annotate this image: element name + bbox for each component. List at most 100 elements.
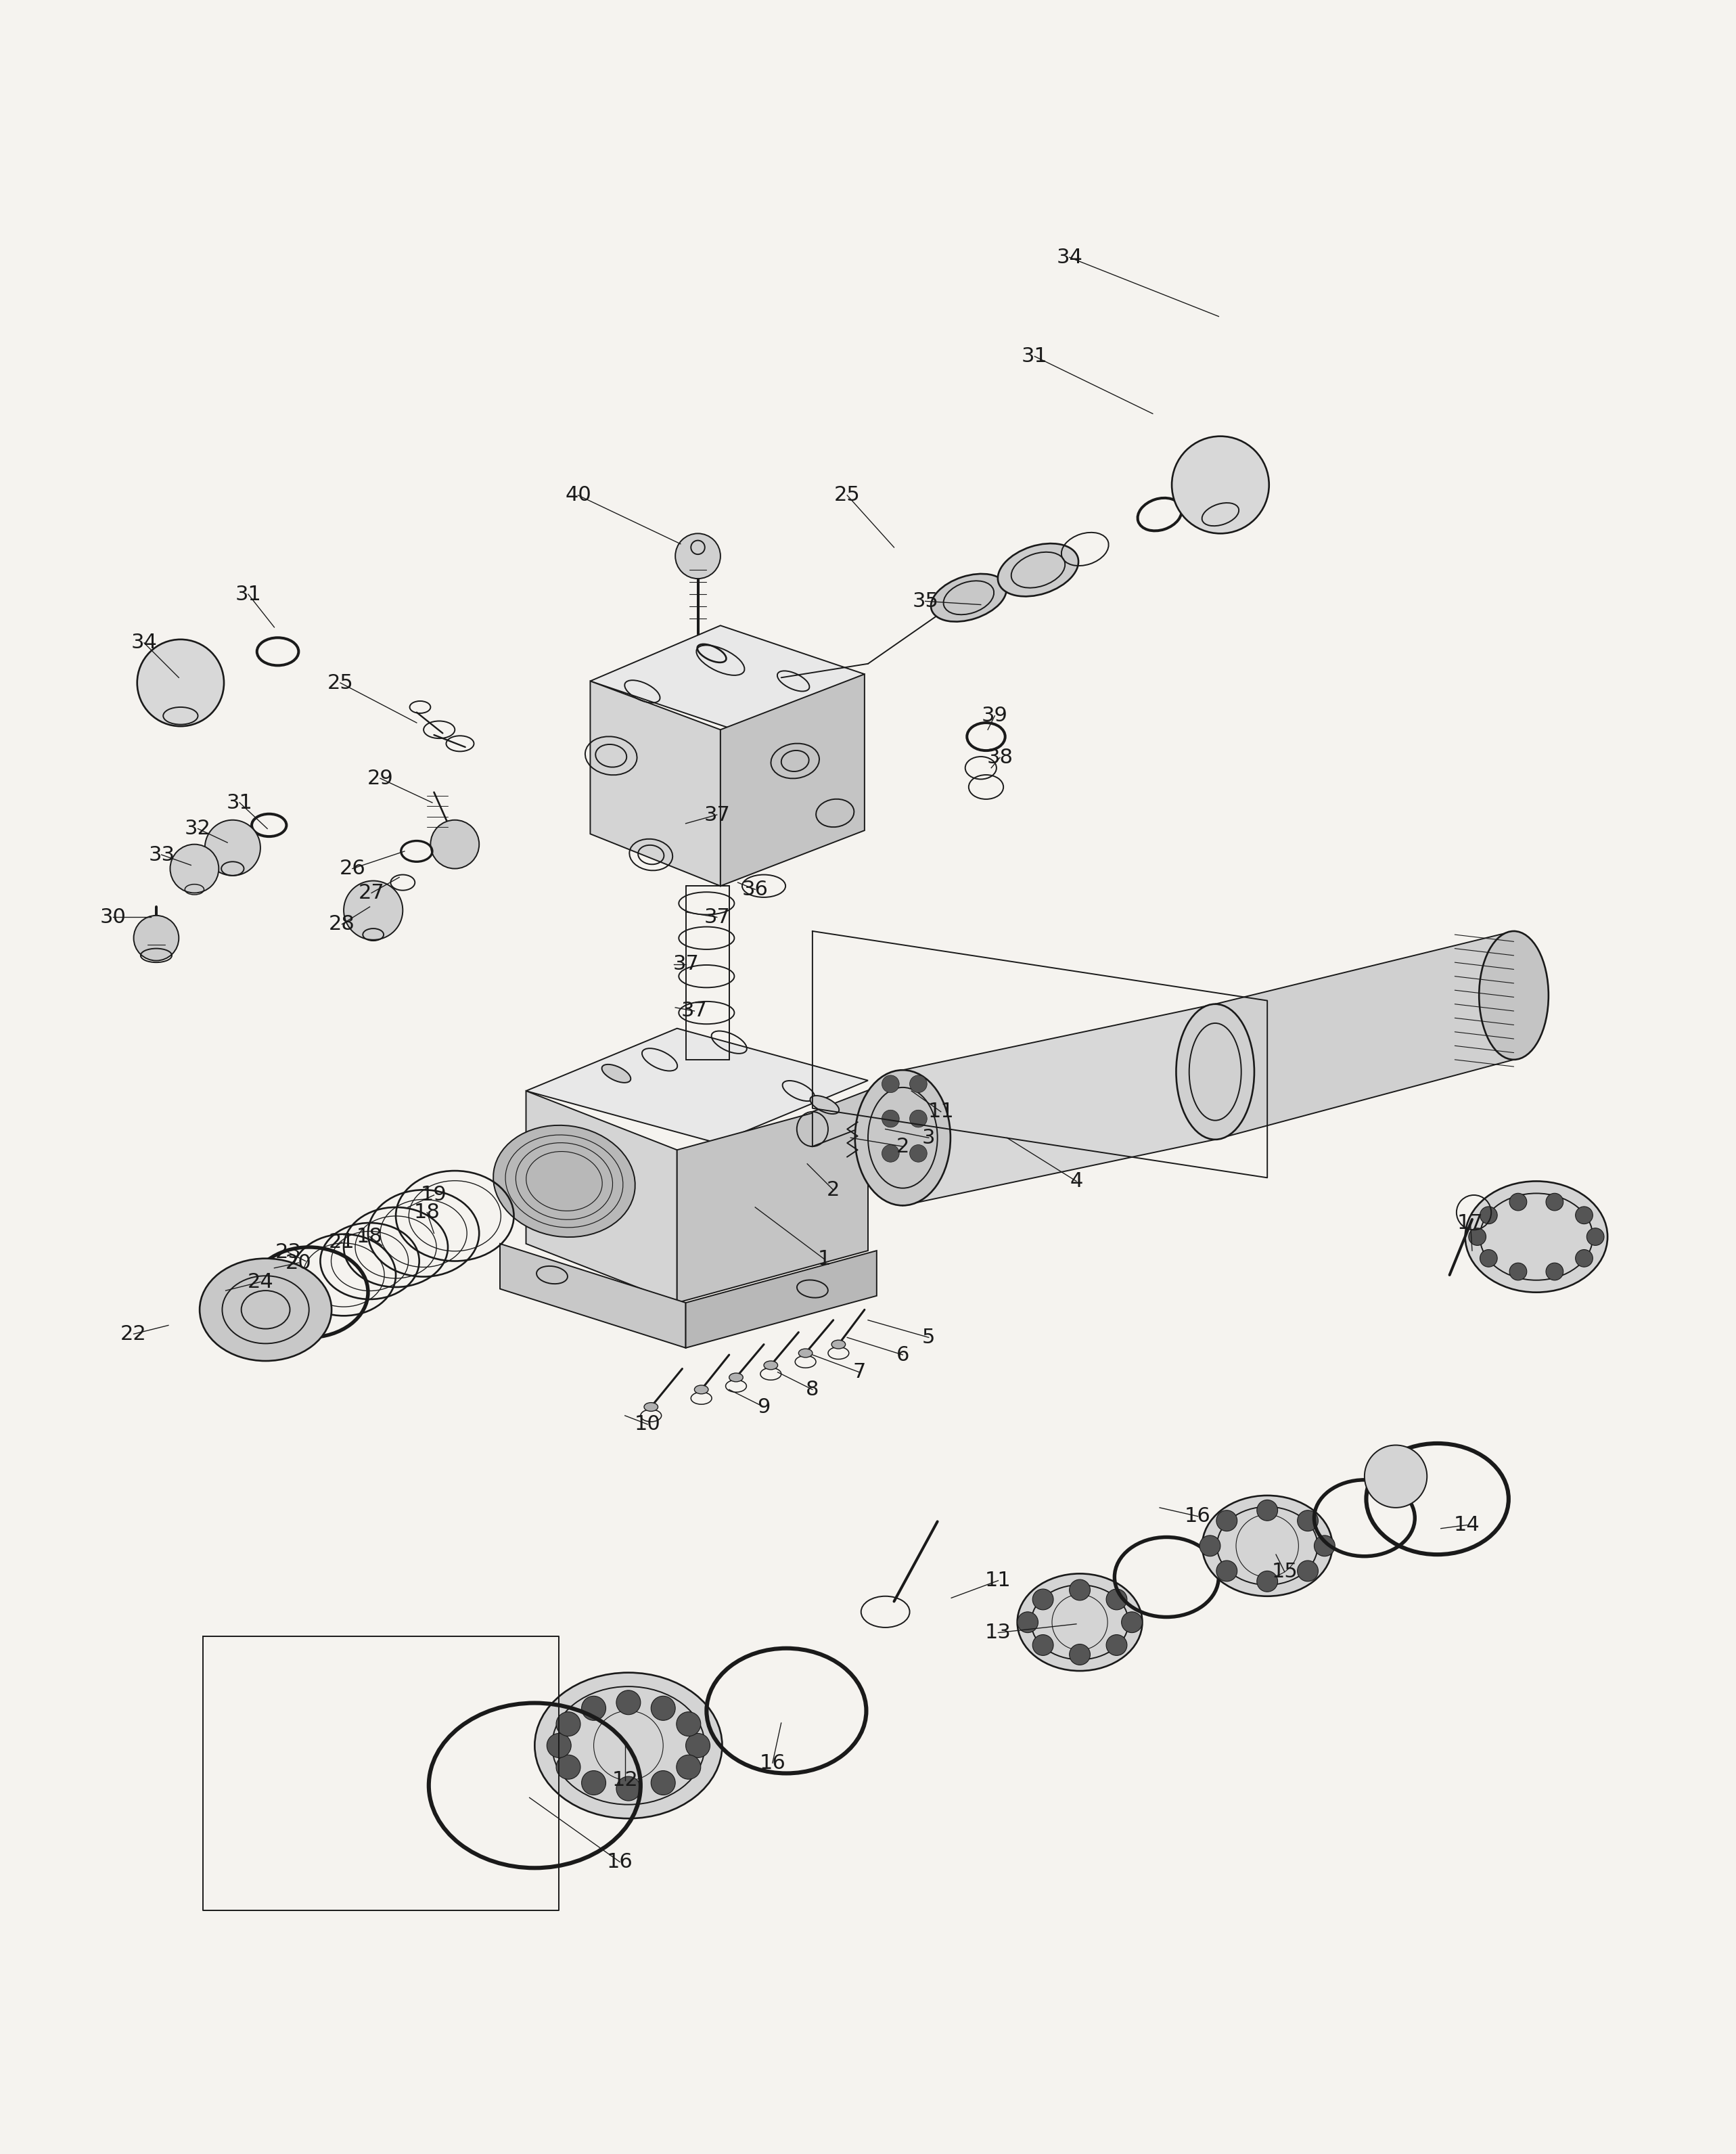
Circle shape — [1106, 1635, 1127, 1656]
Text: 23: 23 — [274, 1243, 302, 1262]
Circle shape — [1547, 1262, 1564, 1279]
Circle shape — [1106, 1590, 1127, 1609]
Polygon shape — [677, 1099, 868, 1303]
Circle shape — [1469, 1228, 1486, 1245]
Circle shape — [134, 915, 179, 961]
Text: 1: 1 — [818, 1249, 832, 1269]
Ellipse shape — [1017, 1575, 1142, 1672]
Ellipse shape — [764, 1361, 778, 1370]
Text: 18: 18 — [356, 1228, 384, 1247]
Circle shape — [1587, 1228, 1604, 1245]
Text: 2: 2 — [826, 1180, 840, 1200]
Ellipse shape — [200, 1258, 332, 1361]
Ellipse shape — [535, 1674, 722, 1818]
Circle shape — [1576, 1206, 1594, 1223]
Circle shape — [170, 844, 219, 894]
Text: 9: 9 — [757, 1398, 771, 1417]
Circle shape — [1172, 437, 1269, 534]
Circle shape — [431, 821, 479, 868]
Circle shape — [1200, 1536, 1220, 1555]
Ellipse shape — [799, 1348, 812, 1357]
Text: 32: 32 — [184, 819, 212, 838]
Circle shape — [344, 881, 403, 939]
Circle shape — [582, 1695, 606, 1721]
Circle shape — [651, 1695, 675, 1721]
Text: 31: 31 — [226, 793, 253, 812]
Circle shape — [616, 1691, 641, 1715]
Ellipse shape — [602, 1064, 630, 1083]
Circle shape — [1069, 1579, 1090, 1600]
Circle shape — [1479, 1249, 1496, 1267]
Polygon shape — [526, 1090, 677, 1303]
Text: 34: 34 — [1055, 248, 1083, 267]
Circle shape — [1509, 1262, 1526, 1279]
Polygon shape — [720, 674, 865, 885]
Text: 18: 18 — [413, 1202, 441, 1221]
Circle shape — [582, 1771, 606, 1794]
Text: 2: 2 — [896, 1137, 910, 1157]
Circle shape — [1364, 1445, 1427, 1508]
Text: 6: 6 — [896, 1344, 910, 1366]
Text: 40: 40 — [564, 485, 592, 504]
Text: 13: 13 — [984, 1622, 1012, 1644]
Polygon shape — [1215, 931, 1514, 1139]
Circle shape — [137, 640, 224, 726]
Ellipse shape — [493, 1124, 635, 1236]
Circle shape — [1217, 1559, 1238, 1581]
Circle shape — [1121, 1611, 1142, 1633]
Text: 35: 35 — [911, 592, 939, 612]
Polygon shape — [590, 625, 865, 730]
Text: 17: 17 — [1457, 1213, 1484, 1232]
Text: 12: 12 — [611, 1771, 639, 1790]
Text: 20: 20 — [285, 1254, 312, 1273]
Polygon shape — [903, 1004, 1215, 1206]
Ellipse shape — [1177, 1004, 1253, 1139]
Circle shape — [1576, 1249, 1594, 1267]
Circle shape — [1509, 1193, 1526, 1211]
Text: 16: 16 — [759, 1753, 786, 1773]
Circle shape — [910, 1075, 927, 1092]
Text: 37: 37 — [672, 954, 700, 974]
Circle shape — [1033, 1635, 1054, 1656]
Circle shape — [1017, 1611, 1038, 1633]
Text: 8: 8 — [806, 1381, 819, 1400]
Circle shape — [1547, 1193, 1564, 1211]
Text: 22: 22 — [120, 1325, 148, 1344]
Text: 33: 33 — [148, 844, 175, 864]
Circle shape — [910, 1109, 927, 1127]
Ellipse shape — [998, 543, 1078, 597]
Text: 30: 30 — [99, 907, 127, 926]
Circle shape — [882, 1109, 899, 1127]
Ellipse shape — [1479, 931, 1549, 1060]
Ellipse shape — [729, 1372, 743, 1381]
Ellipse shape — [1201, 1495, 1333, 1596]
Text: 31: 31 — [1021, 347, 1049, 366]
Ellipse shape — [1465, 1180, 1608, 1292]
Polygon shape — [500, 1243, 686, 1348]
Ellipse shape — [832, 1340, 845, 1348]
Text: 38: 38 — [986, 747, 1014, 767]
Text: 5: 5 — [922, 1327, 936, 1346]
Circle shape — [1033, 1590, 1054, 1609]
Text: 25: 25 — [833, 485, 861, 504]
Circle shape — [616, 1777, 641, 1801]
Text: 19: 19 — [420, 1185, 448, 1204]
Circle shape — [1314, 1536, 1335, 1555]
Text: 15: 15 — [1271, 1562, 1299, 1581]
Text: 39: 39 — [981, 707, 1009, 726]
Text: 14: 14 — [1453, 1514, 1481, 1536]
Text: 29: 29 — [366, 769, 394, 788]
Text: 11: 11 — [927, 1103, 955, 1122]
Circle shape — [1217, 1510, 1238, 1531]
Text: 16: 16 — [1184, 1506, 1212, 1527]
Ellipse shape — [694, 1385, 708, 1394]
Circle shape — [675, 534, 720, 579]
Circle shape — [1257, 1570, 1278, 1592]
Circle shape — [651, 1771, 675, 1794]
Ellipse shape — [854, 1071, 951, 1206]
Text: 21: 21 — [328, 1232, 356, 1251]
Polygon shape — [590, 681, 720, 885]
Text: 3: 3 — [922, 1129, 936, 1148]
Text: 28: 28 — [328, 915, 356, 935]
Text: 16: 16 — [606, 1852, 634, 1872]
